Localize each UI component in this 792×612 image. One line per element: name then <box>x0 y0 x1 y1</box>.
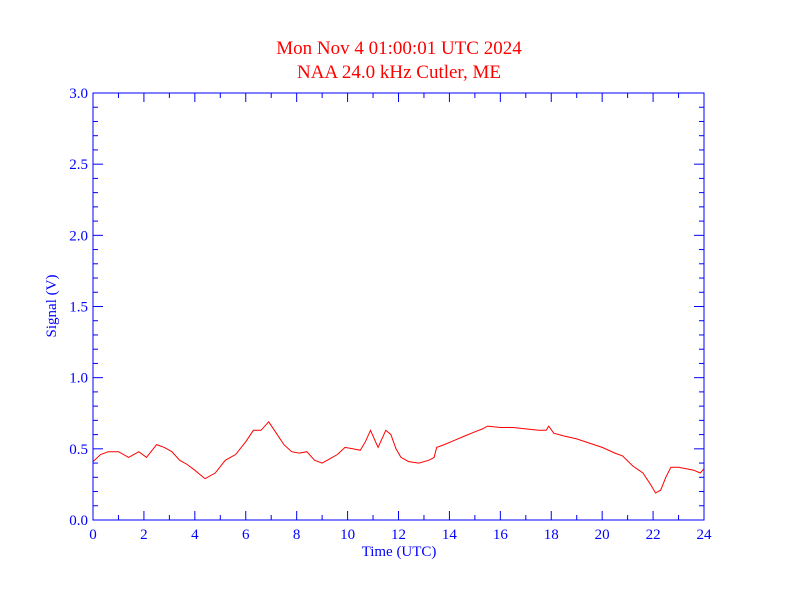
x-tick-label: 0 <box>89 527 97 543</box>
x-tick-label: 4 <box>191 527 199 543</box>
x-tick-label: 8 <box>293 527 301 543</box>
y-tick-label: 2.0 <box>69 228 88 244</box>
chart-title: Mon Nov 4 01:00:01 UTC 2024 <box>276 38 522 59</box>
x-tick-label: 12 <box>391 527 406 543</box>
x-tick-label: 2 <box>140 527 148 543</box>
x-axis-ticks <box>92 93 705 520</box>
x-axis-title: Time (UTC) <box>362 544 437 560</box>
chart-subtitle: NAA 24.0 kHz Cutler, ME <box>297 62 501 83</box>
signal-series-line <box>92 420 705 494</box>
y-tick-label: 0.0 <box>69 513 88 529</box>
x-axis-tick-labels: 0 2 4 6 8 10 12 14 16 18 20 22 24 <box>89 527 712 543</box>
x-tick-label: 22 <box>646 527 661 543</box>
y-tick-label: 3.0 <box>69 86 88 102</box>
x-tick-label: 14 <box>442 527 458 543</box>
y-tick-label: 2.5 <box>69 157 88 173</box>
x-tick-label: 6 <box>242 527 250 543</box>
y-tick-label: 1.5 <box>69 300 88 316</box>
y-tick-label: 0.5 <box>69 442 88 458</box>
y-axis-title: Signal (V) <box>44 275 60 338</box>
x-tick-label: 18 <box>544 527 559 543</box>
y-axis-tick-labels: 0.0 0.5 1.0 1.5 2.0 2.5 3.0 <box>69 86 88 529</box>
plot-area-frame <box>92 92 705 521</box>
y-tick-label: 1.0 <box>69 371 88 387</box>
y-axis-ticks <box>93 92 704 521</box>
x-tick-label: 20 <box>595 527 610 543</box>
x-tick-label: 24 <box>697 527 713 543</box>
x-tick-label: 16 <box>493 527 509 543</box>
x-tick-label: 10 <box>340 527 355 543</box>
